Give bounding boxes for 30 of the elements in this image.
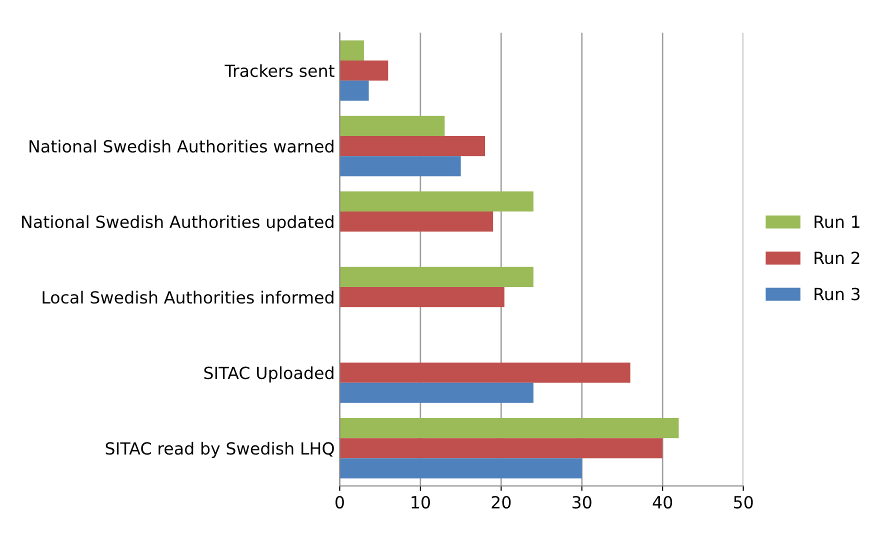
bar	[340, 60, 388, 81]
x-tick-label: 40	[652, 496, 672, 509]
bar	[340, 458, 582, 478]
bar	[340, 40, 364, 60]
y-tick-label: Local Swedish Authorities informed	[42, 290, 334, 304]
x-tick-label: 30	[572, 496, 592, 509]
legend-label: Run 1	[814, 216, 860, 228]
bar	[340, 382, 534, 403]
y-tick-label: National Swedish Authorities updated	[22, 215, 334, 232]
bar	[340, 80, 369, 101]
legend-label: Run 2	[814, 252, 860, 264]
bar	[340, 266, 534, 288]
y-tick-label: SITAC read by Swedish LHQ	[106, 442, 334, 458]
bar	[340, 418, 679, 438]
bar	[340, 287, 504, 308]
y-tick-label: Trackers sent	[224, 64, 334, 78]
bar	[340, 438, 663, 458]
bar	[340, 156, 461, 176]
y-tick-label: National Swedish Authorities warned	[30, 140, 334, 153]
x-tick-label: 20	[492, 496, 511, 509]
x-tick-label: 50	[734, 496, 753, 509]
bar	[340, 191, 534, 212]
x-tick-label: 10	[412, 496, 430, 509]
bar	[340, 362, 630, 383]
legend-label: Run 3	[814, 288, 860, 300]
bar	[340, 116, 445, 136]
x-tick-label: 0	[336, 496, 344, 509]
y-tick-label: SITAC Uploaded	[204, 366, 334, 382]
bar	[340, 212, 494, 232]
bar	[340, 136, 486, 156]
